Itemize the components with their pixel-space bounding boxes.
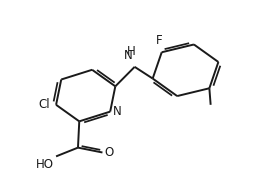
- Text: N: N: [124, 49, 133, 62]
- Text: H: H: [127, 45, 136, 58]
- Text: O: O: [104, 146, 113, 159]
- Text: F: F: [156, 34, 162, 47]
- Text: Cl: Cl: [38, 98, 50, 111]
- Text: HO: HO: [36, 158, 54, 171]
- Text: N: N: [113, 105, 122, 118]
